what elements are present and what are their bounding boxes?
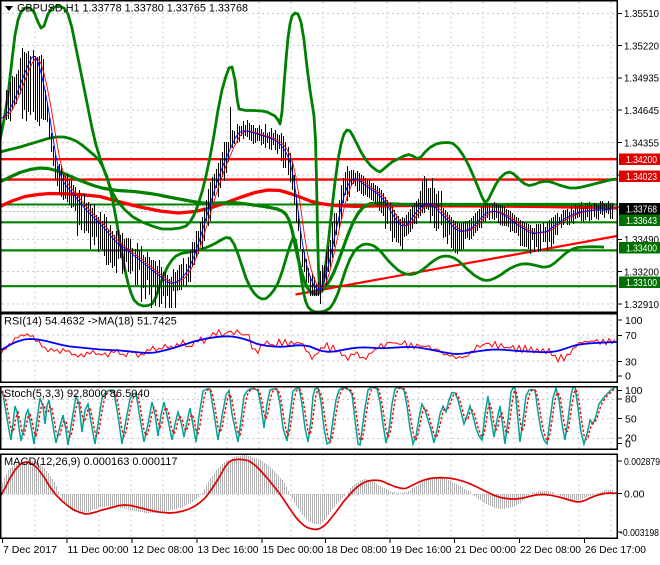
svg-text:0: 0: [625, 438, 631, 450]
svg-text:1.33768: 1.33768: [626, 203, 657, 215]
svg-text:13 Dec 16:00: 13 Dec 16:00: [198, 544, 259, 556]
svg-text:100: 100: [625, 385, 643, 397]
svg-text:30: 30: [625, 356, 637, 368]
svg-text:22 Dec 08:00: 22 Dec 08:00: [520, 544, 581, 556]
svg-text:1.33200: 1.33200: [624, 267, 659, 279]
svg-text:1.34023: 1.34023: [626, 171, 657, 183]
svg-text:26 Dec 17:00: 26 Dec 17:00: [585, 544, 646, 556]
svg-text:1.34645: 1.34645: [624, 105, 659, 117]
svg-text:21 Dec 00:00: 21 Dec 00:00: [455, 544, 516, 556]
svg-text:18 Dec 08:00: 18 Dec 08:00: [326, 544, 387, 556]
svg-text:7 Dec 2017: 7 Dec 2017: [3, 544, 57, 556]
svg-text:GBPUSD,H1 1.33778 1.33780 1.: GBPUSD,H1 1.33778 1.33780 1.33765 1.3376…: [17, 3, 248, 15]
svg-text:80: 80: [625, 394, 637, 406]
svg-text:1.34355: 1.34355: [624, 137, 659, 149]
svg-text:1.32910: 1.32910: [624, 299, 659, 311]
svg-text:15 Dec 00:00: 15 Dec 00:00: [263, 544, 324, 556]
svg-text:19 Dec 16:00: 19 Dec 16:00: [391, 544, 452, 556]
svg-text:1.35220: 1.35220: [624, 40, 659, 52]
svg-text:1.35510: 1.35510: [624, 8, 659, 20]
svg-text:0.00: 0.00: [624, 489, 645, 501]
svg-text:100: 100: [625, 315, 643, 327]
svg-text:20: 20: [625, 433, 637, 445]
svg-text:RSI(14) 54.4632 ->MA(18) 51.7: RSI(14) 54.4632 ->MA(18) 51.7425: [4, 316, 177, 328]
svg-text:1.33643: 1.33643: [626, 215, 657, 227]
svg-text:50: 50: [625, 413, 637, 425]
svg-text:1.33100: 1.33100: [626, 277, 657, 289]
svg-text:0.002879: 0.002879: [624, 456, 660, 468]
svg-text:MACD(12,26,9) 0.000163 0.00011: MACD(12,26,9) 0.000163 0.000117: [4, 456, 177, 468]
svg-text:1.34200: 1.34200: [626, 154, 657, 166]
svg-text:1.33400: 1.33400: [626, 243, 657, 255]
svg-text:Stoch(5,3,3) 92,8000 86.5040: Stoch(5,3,3) 92,8000 86.5040: [4, 388, 150, 400]
svg-text:0: 0: [625, 371, 631, 383]
svg-text:-0.003198: -0.003198: [620, 527, 659, 539]
svg-text:1.34935: 1.34935: [624, 73, 659, 85]
svg-text:12 Dec 08:00: 12 Dec 08:00: [133, 544, 194, 556]
svg-text:11 Dec 00:00: 11 Dec 00:00: [68, 544, 129, 556]
svg-text:70: 70: [625, 330, 637, 342]
